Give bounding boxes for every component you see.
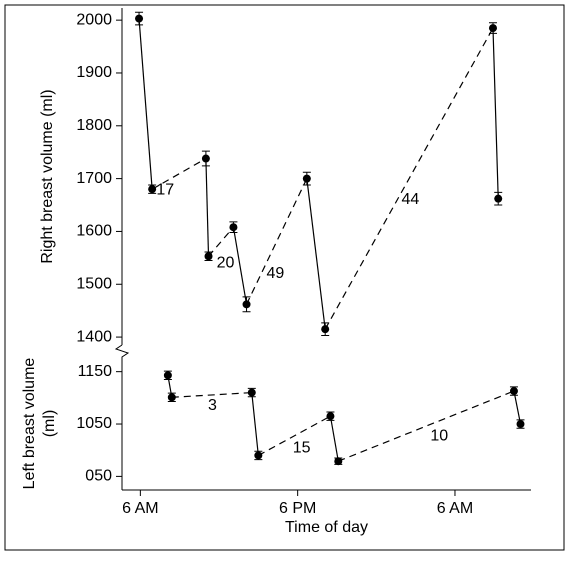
y-axis-label-line: Left breast volume: [21, 358, 38, 490]
annotation: 10: [430, 427, 448, 444]
annotation: 15: [293, 439, 311, 456]
point: [334, 457, 343, 466]
y-tick-label: 1400: [76, 328, 112, 345]
annotation: 3: [208, 397, 217, 414]
point: [302, 174, 311, 183]
line-segment: [338, 390, 515, 462]
point: [494, 194, 503, 203]
annotation: 17: [156, 181, 174, 198]
point: [509, 387, 518, 396]
x-axis-label: Time of day: [285, 519, 368, 536]
line-segment: [151, 158, 207, 190]
y-tick-label: 2000: [76, 11, 112, 28]
y-tick-label: 1900: [76, 64, 112, 81]
point: [148, 185, 157, 194]
point: [204, 252, 213, 261]
y-tick-label: 1700: [76, 170, 112, 187]
y-tick-label: 050: [85, 468, 112, 485]
line-segment: [306, 178, 326, 330]
line-segment: [138, 18, 153, 190]
x-tick-label: 6 AM: [122, 500, 158, 517]
point: [167, 393, 176, 402]
y-tick-label: 1500: [76, 275, 112, 292]
point: [229, 223, 238, 232]
y-axis-label: Left breast volume (ml): [21, 358, 58, 490]
line-segment: [513, 390, 522, 425]
y-axis-label: Right breast volume (ml): [39, 89, 56, 263]
line-segment: [205, 158, 210, 257]
line-segment: [251, 392, 259, 456]
point: [488, 24, 497, 33]
line-segment: [258, 415, 331, 456]
annotation: 44: [401, 191, 419, 208]
line-segment: [492, 28, 499, 199]
x-tick-label: 6 PM: [279, 500, 316, 517]
point: [135, 14, 144, 23]
annotation: 20: [217, 254, 235, 271]
point: [201, 154, 210, 163]
point: [321, 325, 330, 334]
point: [326, 412, 335, 421]
point: [247, 388, 256, 397]
line-segment: [245, 178, 308, 305]
annotation: 49: [266, 265, 284, 282]
line-segment: [171, 392, 252, 398]
point: [254, 451, 263, 460]
axis-break: [114, 344, 130, 490]
y-tick-label: 1800: [76, 117, 112, 134]
point: [163, 371, 172, 380]
y-axis-label-line: Right breast volume (ml): [39, 89, 56, 263]
point: [242, 300, 251, 309]
figure-frame: [4, 4, 565, 551]
y-axis-label-line: (ml): [41, 410, 58, 438]
line-segment: [329, 416, 339, 462]
line-segment: [232, 227, 248, 305]
line-segment: [208, 226, 234, 257]
y-tick-label: 1600: [76, 223, 112, 240]
x-tick-label: 6 AM: [437, 500, 473, 517]
y-tick-label: 1050: [76, 415, 112, 432]
y-tick-label: 1150: [78, 363, 113, 380]
line-segment: [324, 27, 494, 330]
point: [516, 420, 525, 429]
